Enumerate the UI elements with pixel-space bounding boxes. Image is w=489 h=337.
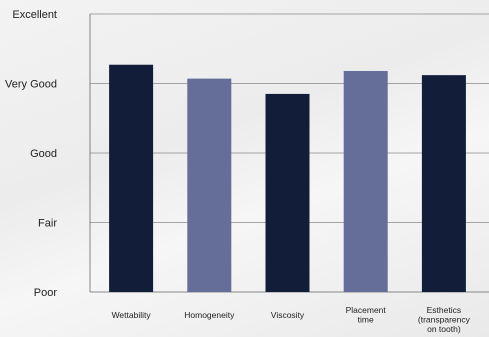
y-axis-tick-labels: Poor Fair Good Very Good Excellent bbox=[5, 9, 57, 299]
x-tick-label: Esthetics (transparency on tooth) bbox=[418, 305, 471, 334]
y-tick-label: Excellent bbox=[12, 9, 57, 21]
y-tick-label: Very Good bbox=[5, 79, 57, 91]
x-tick-label: Homogeneity bbox=[184, 310, 235, 320]
y-tick-label: Poor bbox=[34, 287, 58, 299]
y-tick-label: Fair bbox=[38, 218, 57, 230]
bar bbox=[343, 70, 388, 293]
x-tick-label: Placement time bbox=[346, 305, 387, 325]
x-tick-label: Wettability bbox=[112, 310, 152, 320]
bar bbox=[109, 64, 154, 292]
bar bbox=[265, 93, 310, 292]
bars bbox=[109, 64, 466, 293]
x-axis-tick-labels: Wettability Homogeneity Viscosity Placement… bbox=[112, 305, 471, 334]
x-tick-label: Viscosity bbox=[271, 310, 305, 320]
bar bbox=[421, 75, 466, 292]
bar bbox=[187, 78, 232, 292]
y-tick-label: Good bbox=[30, 148, 57, 160]
